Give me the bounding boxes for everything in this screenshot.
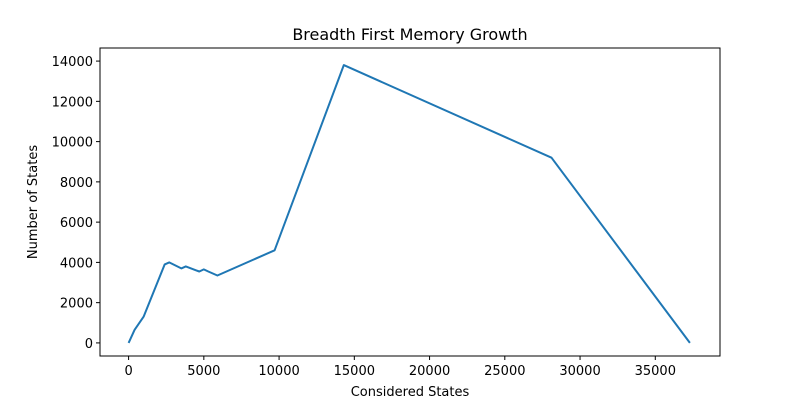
y-axis-label: Number of States xyxy=(26,145,41,259)
y-tick-label: 0 xyxy=(85,337,93,352)
y-axis-ticks: 0 2000 4000 6000 8000 10000 12000 14000 xyxy=(52,55,100,352)
plot-frame xyxy=(99,47,721,357)
y-tick-label: 2000 xyxy=(60,297,93,312)
y-tick-label: 8000 xyxy=(60,176,93,191)
x-tick-label: 30000 xyxy=(559,364,600,379)
x-tick-label: 5000 xyxy=(187,364,220,379)
chart-title: Breadth First Memory Growth xyxy=(292,25,527,44)
x-tick-label: 15000 xyxy=(334,364,375,379)
y-tick-label: 10000 xyxy=(52,136,93,151)
y-tick-label: 6000 xyxy=(60,216,93,231)
plot-area: 0 5000 10000 15000 20000 25000 30000 35000 0 200… xyxy=(52,47,721,379)
x-axis-ticks: 0 5000 10000 15000 20000 25000 30000 35000 xyxy=(124,356,676,379)
x-tick-label: 0 xyxy=(124,364,132,379)
x-tick-label: 10000 xyxy=(258,364,299,379)
x-tick-label: 20000 xyxy=(409,364,450,379)
y-tick-label: 14000 xyxy=(52,55,93,70)
y-tick-label: 12000 xyxy=(52,95,93,110)
y-tick-label: 4000 xyxy=(60,256,93,271)
series-line xyxy=(127,64,691,344)
x-tick-label: 25000 xyxy=(484,364,525,379)
x-axis-label: Considered States xyxy=(351,385,470,400)
x-tick-label: 35000 xyxy=(635,364,676,379)
series-group xyxy=(127,64,691,344)
